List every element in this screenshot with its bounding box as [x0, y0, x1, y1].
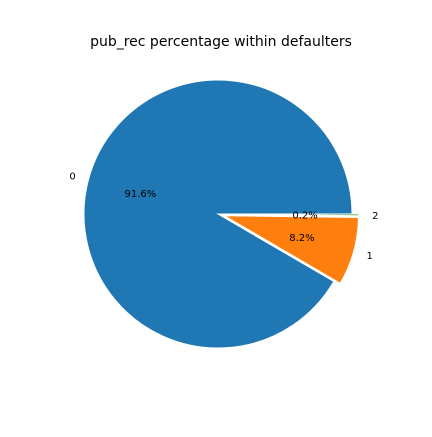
- pie-slice-0: [83, 79, 353, 349]
- pie-slice-2: [224, 213, 360, 217]
- slice-percent-2: 0.2%: [292, 211, 317, 222]
- pie-slice-1: [222, 215, 359, 284]
- slice-percent-0: 91.6%: [124, 189, 156, 200]
- slice-label-0: 0: [69, 172, 75, 183]
- slice-label-2: 2: [372, 211, 378, 222]
- chart-title: pub_rec percentage within defaulters: [90, 34, 352, 50]
- pie-slices: [83, 79, 360, 349]
- slice-percent-1: 8.2%: [289, 233, 314, 244]
- slice-label-1: 1: [367, 251, 373, 262]
- pie-labels: 0 91.6% 1 8.2% 2 0.2%: [69, 172, 378, 263]
